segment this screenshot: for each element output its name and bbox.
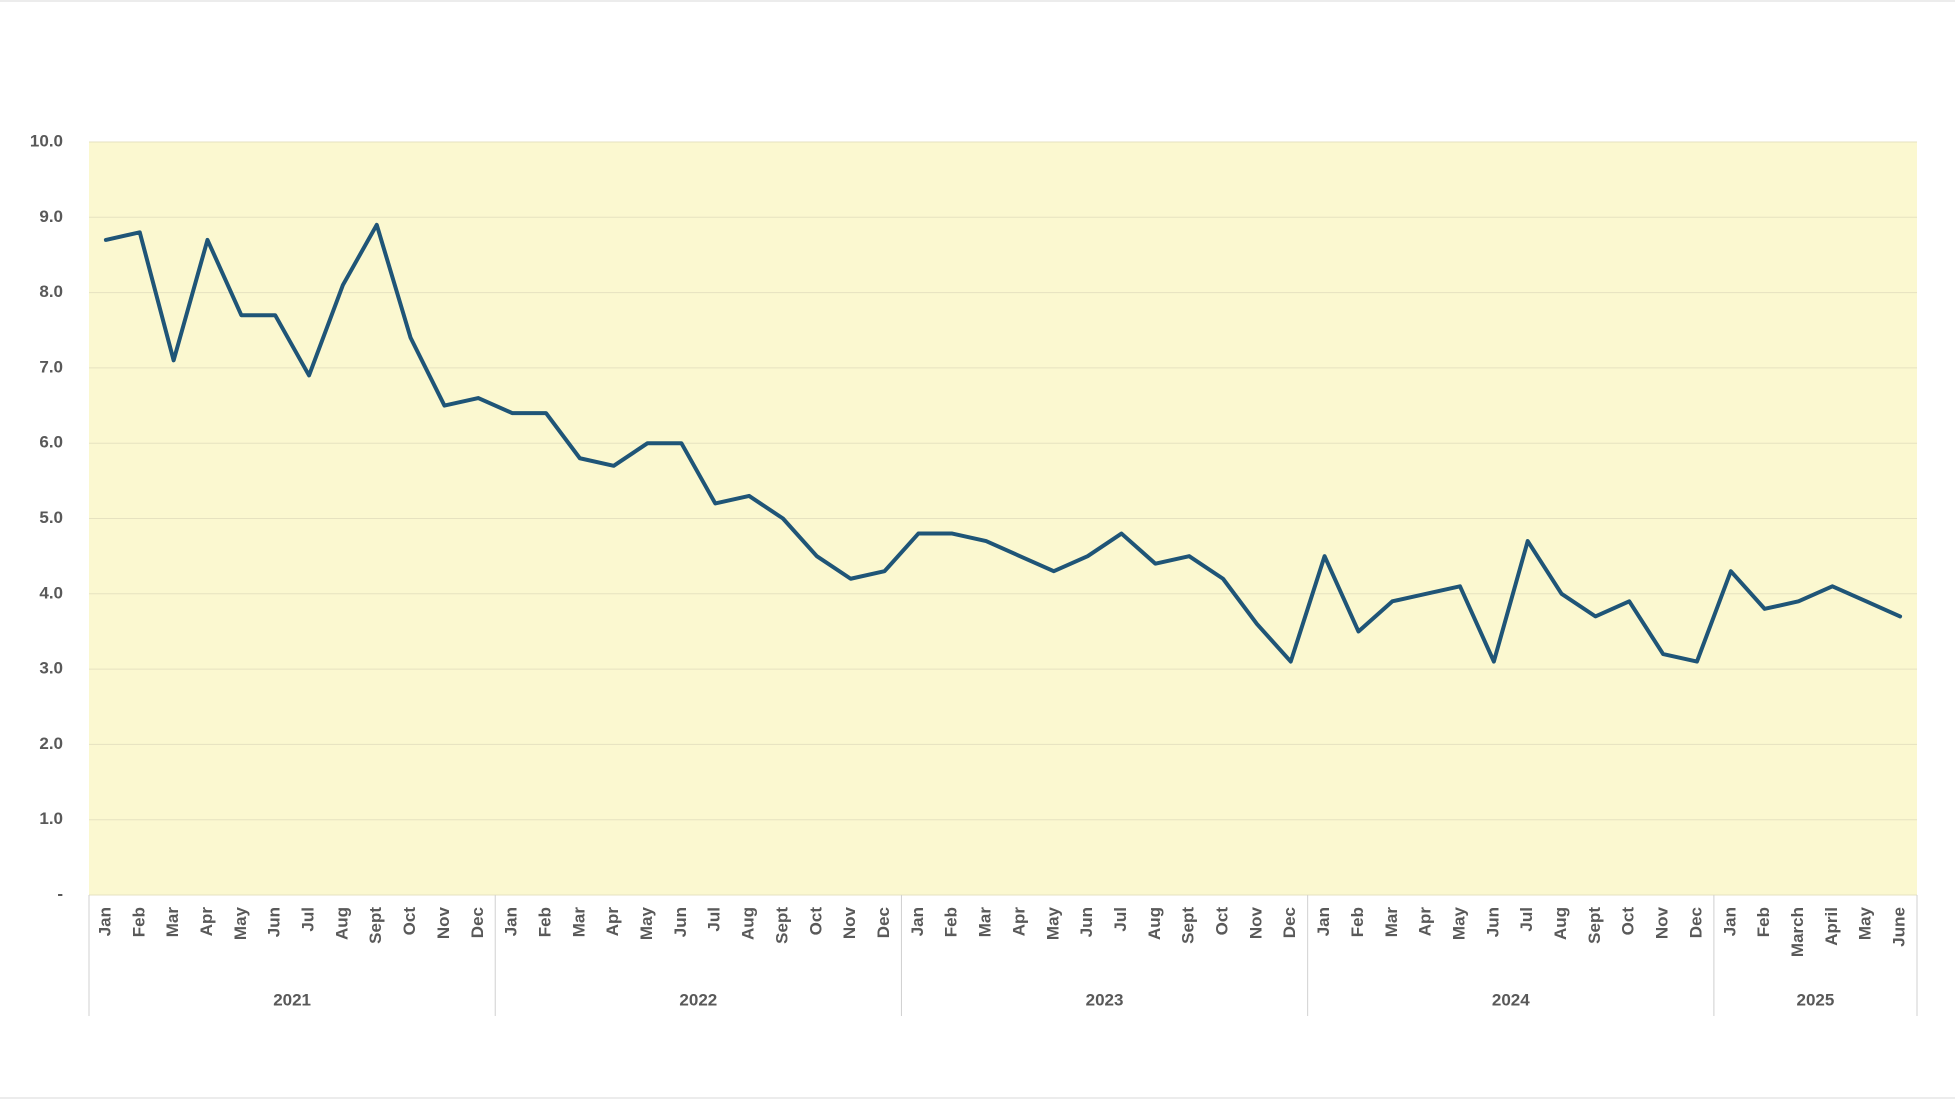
x-tick-label: May <box>1856 906 1875 940</box>
x-tick-label: Oct <box>400 907 419 936</box>
x-tick-label: Aug <box>1145 907 1164 940</box>
x-tick-label: Jun <box>1483 907 1502 937</box>
x-tick-label: Apr <box>603 907 622 937</box>
x-tick-label: Aug <box>739 907 758 940</box>
group-label: 2021 <box>273 990 311 1009</box>
y-tick-label: 9.0 <box>39 207 63 226</box>
x-tick-label: Feb <box>535 907 554 937</box>
y-tick-label: 5.0 <box>39 508 63 527</box>
x-tick-label: Nov <box>840 906 859 939</box>
x-tick-label: Feb <box>1348 907 1367 937</box>
x-tick-label: Aug <box>332 907 351 940</box>
x-tick-label: Mar <box>569 907 588 938</box>
x-tick-label: Mar <box>163 907 182 938</box>
x-tick-label: May <box>1449 906 1468 940</box>
line <box>103 222 1903 664</box>
x-tick-label: Jan <box>1720 907 1739 936</box>
y-tick-label: 4.0 <box>39 583 63 602</box>
y-tick-label: - <box>57 884 63 903</box>
x-tick-label: Sept <box>1585 907 1604 944</box>
x-tick-label: Oct <box>806 907 825 936</box>
group-label: 2025 <box>1797 990 1835 1009</box>
y-tick-label: 10.0 <box>30 131 63 150</box>
y-tick-label: 1.0 <box>39 809 63 828</box>
x-tick-label: May <box>231 906 250 940</box>
x-tick-label: Sept <box>366 907 385 944</box>
x-tick-label: Jun <box>1077 907 1096 937</box>
y-tick-label: 8.0 <box>39 282 63 301</box>
x-tick-label: Dec <box>1686 907 1705 938</box>
x-tick-label: Apr <box>1009 907 1028 937</box>
x-tick-label: Jul <box>299 907 318 932</box>
x-tick-label: May <box>637 906 656 940</box>
x-tick-label: Jan <box>1314 907 1333 936</box>
x-tick-label: Nov <box>1653 906 1672 939</box>
x-tick-label: Jun <box>265 907 284 937</box>
group-label: 2024 <box>1492 990 1530 1009</box>
y-tick-label: 7.0 <box>39 357 63 376</box>
x-tick-label: Oct <box>1213 907 1232 936</box>
x-tick-label: Mar <box>1382 907 1401 938</box>
x-tick-label: Apr <box>197 907 216 937</box>
x-tick-label: Sept <box>772 907 791 944</box>
x-tick-label: Aug <box>1551 907 1570 940</box>
x-tick-label: Feb <box>942 907 961 937</box>
x-tick-label: Jan <box>502 907 521 936</box>
x-tick-label: Dec <box>1280 907 1299 938</box>
x-tick-label: Jan <box>908 907 927 936</box>
x-tick-label: Oct <box>1619 907 1638 936</box>
x-tick-label: June <box>1890 907 1909 947</box>
x-tick-label: Feb <box>1754 907 1773 937</box>
x-tick-label: May <box>1043 906 1062 940</box>
x-tick-label: Mar <box>976 907 995 938</box>
x-tick-label: Jan <box>95 907 114 936</box>
x-tick-label: Sept <box>1179 907 1198 944</box>
x-tick-label: Jul <box>705 907 724 932</box>
x-tick-label: Apr <box>1416 907 1435 937</box>
x-tick-label: Jul <box>1111 907 1130 932</box>
group-label: 2023 <box>1086 990 1124 1009</box>
y-tick-label: 6.0 <box>39 433 63 452</box>
x-tick-label: Dec <box>874 907 893 938</box>
x-tick-label: Nov <box>434 906 453 939</box>
x-tick-label: Nov <box>1246 906 1265 939</box>
x-tick-label: Jun <box>671 907 690 937</box>
x-tick-label: March <box>1788 907 1807 957</box>
y-tick-label: 2.0 <box>39 734 63 753</box>
group-label: 2022 <box>679 990 717 1009</box>
x-tick-label: Jul <box>1517 907 1536 932</box>
y-tick-label: 3.0 <box>39 659 63 678</box>
x-tick-label: Feb <box>129 907 148 937</box>
x-tick-label: Dec <box>468 907 487 938</box>
x-tick-label: April <box>1822 907 1841 946</box>
